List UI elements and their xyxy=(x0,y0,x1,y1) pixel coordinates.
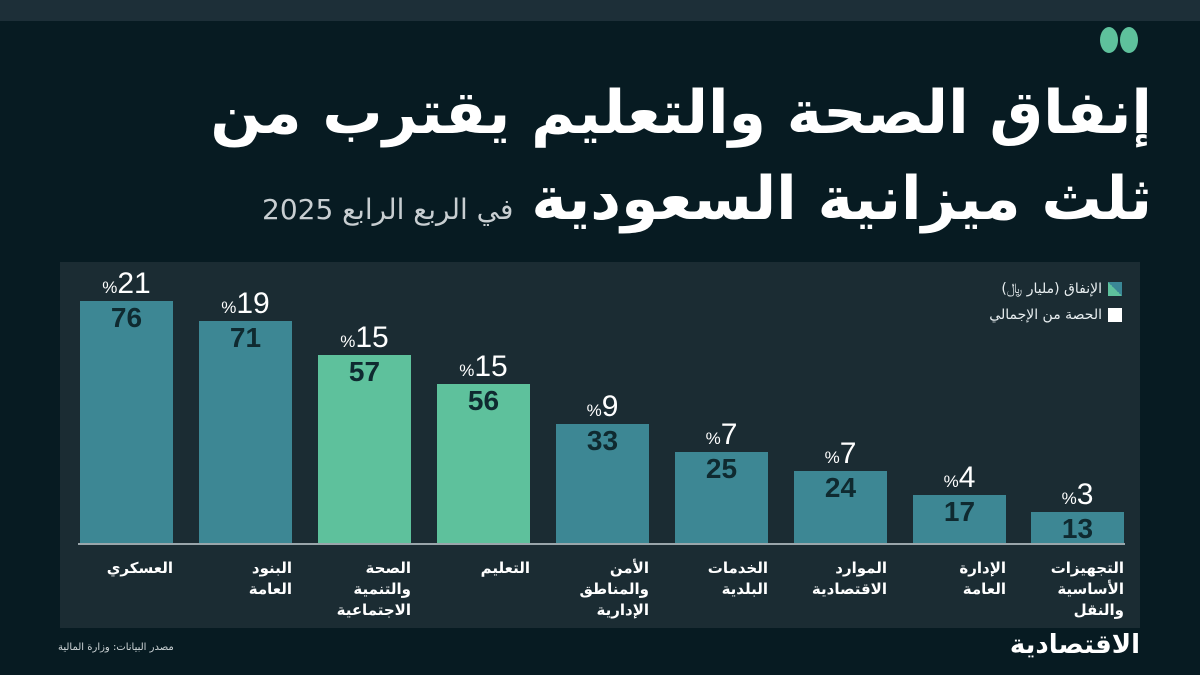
legend: الإنفاق (مليار ﷼) الحصة من الإجمالي xyxy=(989,276,1122,328)
bar-highlighted: 56 xyxy=(437,384,530,544)
bar: 25 xyxy=(675,452,768,544)
chart-title: إنفاق الصحة والتعليم يقترب من ثلث ميزاني… xyxy=(52,70,1153,253)
bar-value: 25 xyxy=(705,453,738,484)
legend-item-spend: الإنفاق (مليار ﷼) xyxy=(989,276,1122,302)
bar-value: 24 xyxy=(824,472,857,503)
title-line-1: إنفاق الصحة والتعليم يقترب من xyxy=(210,78,1153,148)
bar: 13 xyxy=(1031,512,1124,544)
share-label: %7 xyxy=(824,437,857,470)
bar-highlighted: 57 xyxy=(318,355,411,544)
x-axis-line xyxy=(78,543,1125,545)
category-label: الأمن والمناطق الإدارية xyxy=(579,559,649,619)
category-label: البنود العامة xyxy=(248,559,292,598)
legend-label: الحصة من الإجمالي xyxy=(989,307,1102,323)
bar-value: 57 xyxy=(348,356,381,387)
share-label: %19 xyxy=(221,287,270,320)
category-label: الخدمات البلدية xyxy=(707,559,768,598)
share-label: %9 xyxy=(586,390,619,423)
legend-swatch-icon xyxy=(1108,282,1122,296)
category-label: الموارد الاقتصادية xyxy=(811,559,887,598)
brand-dots xyxy=(1100,27,1138,53)
share-label: %4 xyxy=(943,461,976,494)
category-label: العسكري xyxy=(106,559,173,577)
chart-panel: الإنفاق (مليار ﷼) الحصة من الإجمالي %21 … xyxy=(60,262,1140,628)
share-label: %15 xyxy=(459,350,508,383)
bar-value: 76 xyxy=(110,302,143,333)
share-label: %15 xyxy=(340,321,389,354)
legend-swatch-icon xyxy=(1108,308,1122,322)
category-label: الصحة والتنمية الاجتماعية xyxy=(336,559,411,619)
share-label: %3 xyxy=(1061,478,1094,511)
top-bar xyxy=(0,0,1200,21)
data-source: مصدر البيانات: وزارة المالية xyxy=(58,642,174,653)
brand-logo: الاقتصادية xyxy=(1009,630,1140,660)
category-label: التعليم xyxy=(480,559,530,577)
bar-value: 33 xyxy=(586,425,619,456)
dot-icon xyxy=(1100,27,1118,53)
subtitle: في الربع الرابع 2025 xyxy=(262,193,514,226)
legend-item-share: الحصة من الإجمالي xyxy=(989,302,1122,328)
category-label: الإدارة العامة xyxy=(959,559,1006,598)
bar-value: 71 xyxy=(229,322,262,353)
bar-value: 13 xyxy=(1061,513,1094,544)
bar: 24 xyxy=(794,471,887,544)
bar: 71 xyxy=(199,321,292,544)
category-label: التجهيزات الأساسية والنقل xyxy=(1050,559,1124,619)
share-label: %21 xyxy=(102,267,151,300)
bar-value: 17 xyxy=(943,496,976,527)
bar: 33 xyxy=(556,424,649,544)
bar-value: 56 xyxy=(467,385,500,416)
bar: 76 xyxy=(80,301,173,544)
share-label: %7 xyxy=(705,418,738,451)
legend-label: الإنفاق (مليار ﷼) xyxy=(1001,281,1102,297)
title-line-2: ثلث ميزانية السعودية xyxy=(531,164,1153,234)
dot-icon xyxy=(1120,27,1138,53)
bar: 17 xyxy=(913,495,1006,544)
